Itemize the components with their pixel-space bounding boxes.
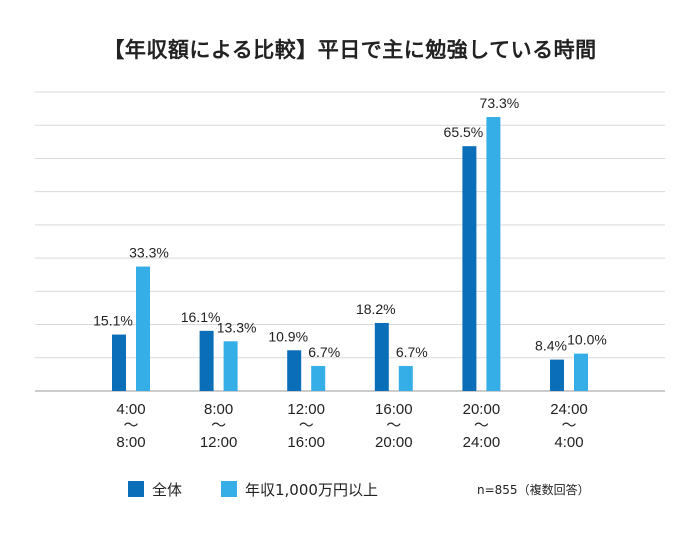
x-tick-label: 〜 [123, 417, 138, 434]
x-tick-label: 〜 [211, 417, 226, 434]
x-tick-label: 8:00 [116, 434, 145, 451]
data-label: 10.0% [567, 332, 607, 348]
x-tick-label: 〜 [474, 417, 489, 434]
bar [398, 365, 413, 391]
legend-swatch [128, 481, 144, 497]
bar [374, 322, 389, 391]
data-label: 6.7% [308, 344, 340, 360]
x-tick-label: 8:00 [204, 401, 233, 418]
x-tick-label: 12:00 [200, 434, 238, 451]
chart-title: 【年収額による比較】平日で主に勉強している時間 [103, 38, 597, 62]
x-tick-label: 〜 [561, 417, 576, 434]
data-label: 65.5% [444, 124, 484, 140]
sample-note: n=855（複数回答） [477, 482, 590, 497]
data-label: 73.3% [480, 95, 520, 111]
x-tick-label: 24:00 [463, 434, 501, 451]
x-tick-label: 20:00 [375, 434, 413, 451]
data-label: 6.7% [396, 344, 428, 360]
bar [287, 350, 302, 391]
data-label: 10.9% [268, 328, 308, 344]
bar [199, 330, 214, 391]
legend-swatch [221, 481, 237, 497]
x-tick-label: 24:00 [550, 401, 588, 418]
bar [574, 353, 588, 391]
bar [136, 266, 150, 391]
legend-label: 全体 [152, 481, 182, 499]
bar [486, 117, 501, 391]
bar [462, 146, 477, 391]
bar [112, 334, 126, 391]
x-tick-label: 4:00 [116, 401, 145, 418]
data-label: 13.3% [217, 319, 257, 335]
x-tick-label: 16:00 [375, 401, 413, 418]
x-tick-label: 〜 [386, 417, 401, 434]
x-tick-label: 〜 [299, 417, 314, 434]
data-label: 18.2% [356, 301, 396, 317]
bar [311, 365, 326, 391]
legend: 全体 年収1,000万円以上 n=855（複数回答） [128, 481, 590, 499]
x-tick-labels: 4:00〜8:008:00〜12:0012:00〜16:0016:00〜20:0… [116, 401, 587, 451]
data-label: 8.4% [535, 338, 567, 354]
x-tick-label: 16:00 [287, 434, 325, 451]
data-labels: 15.1%33.3%16.1%13.3%10.9%6.7%18.2%6.7%65… [93, 95, 607, 360]
x-tick-label: 4:00 [554, 434, 583, 451]
x-tick-label: 12:00 [287, 401, 325, 418]
data-label: 16.1% [181, 309, 221, 325]
legend-label: 年収1,000万円以上 [245, 481, 378, 499]
data-label: 15.1% [93, 313, 133, 329]
bar [550, 359, 564, 391]
data-label: 33.3% [129, 245, 169, 261]
x-tick-label: 20:00 [463, 401, 501, 418]
bar [223, 341, 238, 391]
bars [112, 117, 588, 391]
